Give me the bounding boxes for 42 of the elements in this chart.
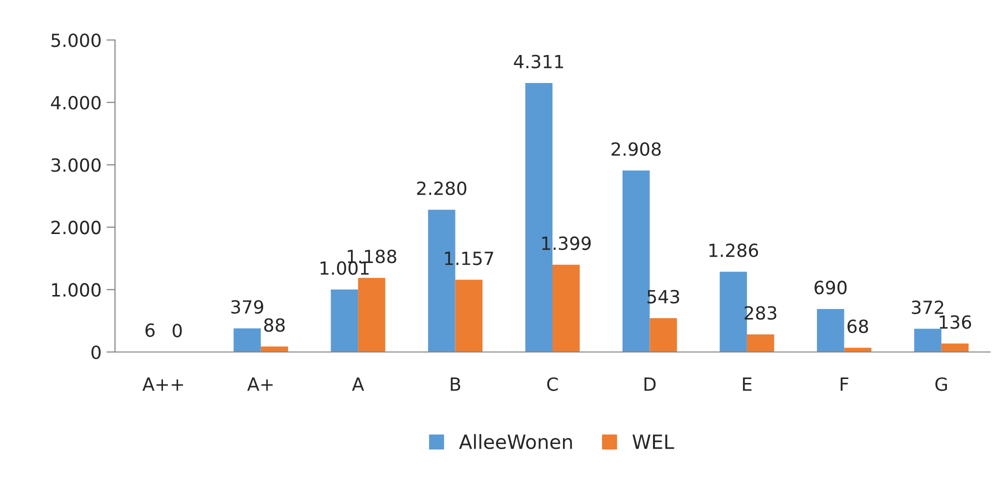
data-label: 1.188 (348, 250, 396, 264)
bar (650, 318, 677, 352)
bar (260, 346, 288, 352)
data-label: 1.286 (709, 243, 758, 258)
y-tick-label: 2.000 (51, 220, 101, 234)
x-tick-label: D (644, 378, 656, 391)
legend-label: WEL (632, 434, 674, 449)
y-tick-label: 1.000 (52, 283, 101, 297)
data-label: 0 (172, 324, 182, 338)
y-tick-label: 3.000 (51, 158, 101, 172)
y-tick-label: 4.000 (51, 96, 101, 110)
data-label: 136 (940, 315, 972, 329)
bar (914, 328, 942, 352)
x-tick-label: E (743, 378, 752, 391)
y-tick-label: 5.000 (52, 33, 101, 48)
data-label: 2.280 (417, 181, 466, 196)
data-label: 1.001 (320, 261, 369, 275)
bar (816, 308, 844, 352)
data-label: 4.311 (514, 54, 564, 68)
bar (330, 290, 358, 352)
bar (746, 334, 774, 352)
x-tick-label: A+ (247, 378, 273, 391)
data-label: 88 (264, 318, 285, 332)
x-tick-label: C (547, 377, 558, 391)
y-tick-label: 0 (92, 345, 101, 360)
data-label: 379 (231, 300, 264, 314)
bar (358, 278, 386, 352)
data-label: 68 (848, 319, 868, 334)
legend-label: AlleeWonen (459, 434, 572, 450)
data-label: 2.908 (612, 142, 661, 156)
x-tick-label: G (935, 377, 947, 391)
bar (552, 264, 580, 352)
x-tick-label: A (352, 378, 364, 391)
x-tick-label: A++ (142, 378, 183, 391)
bar (455, 280, 482, 352)
bar (941, 344, 969, 352)
data-label: 690 (814, 280, 847, 294)
x-tick-label: F (840, 378, 848, 391)
bar (234, 328, 261, 352)
data-label: 372 (912, 300, 944, 314)
x-tick-label: B (450, 378, 460, 391)
data-label: 6 (146, 323, 155, 338)
